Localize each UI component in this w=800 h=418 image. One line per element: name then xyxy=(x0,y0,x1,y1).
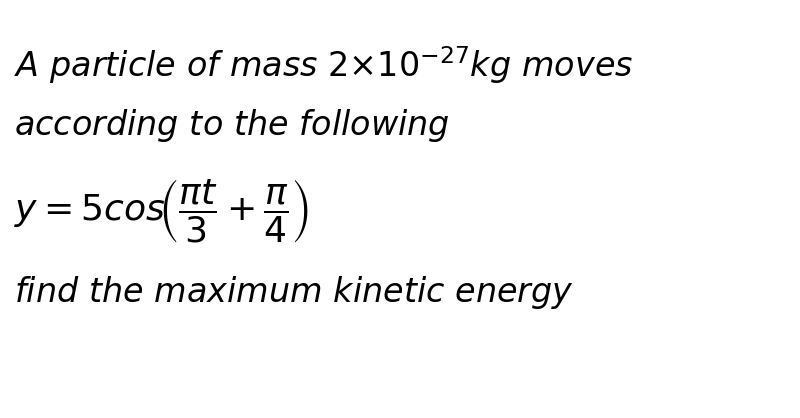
Text: $\mathit{A\ particle\ of\ mass\ }2{\times}10^{-27}\mathit{kg\ moves}$: $\mathit{A\ particle\ of\ mass\ }2{\time… xyxy=(14,44,634,86)
Text: $\mathit{y{=}5cos}\!\left(\dfrac{\pi t}{3}+\dfrac{\pi}{4}\right)$: $\mathit{y{=}5cos}\!\left(\dfrac{\pi t}{… xyxy=(14,178,310,245)
Text: $\mathit{according\ to\ the\ following}$: $\mathit{according\ to\ the\ following}$ xyxy=(14,107,450,144)
Text: $\mathit{find\ the\ maximum\ kinetic\ energy}$: $\mathit{find\ the\ maximum\ kinetic\ en… xyxy=(14,274,574,311)
